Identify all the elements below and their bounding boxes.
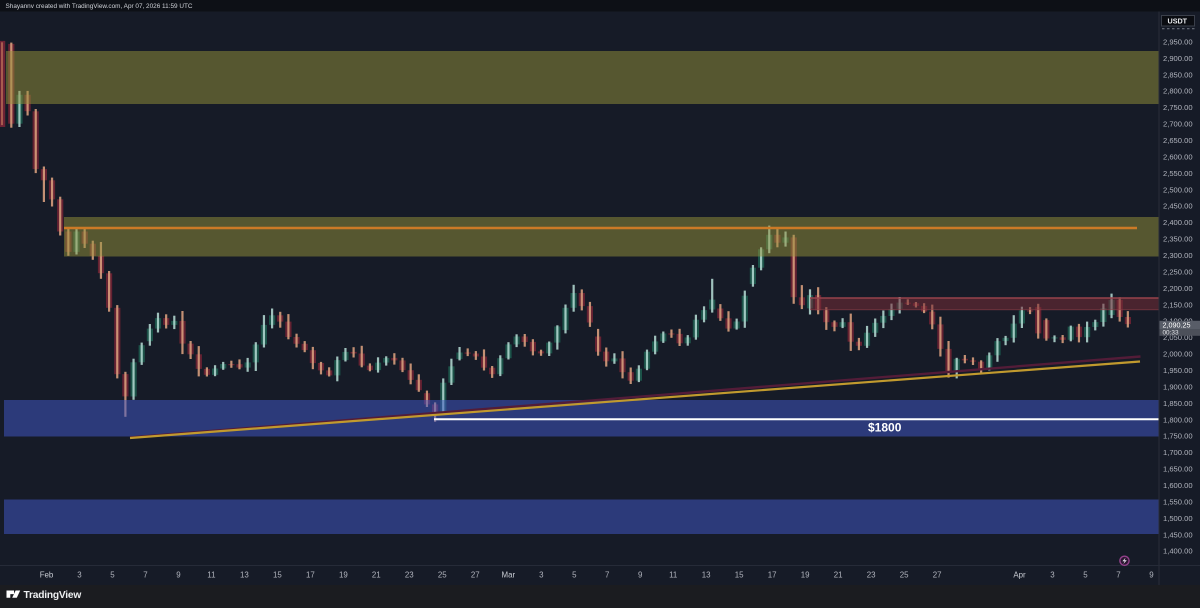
svg-text:9: 9 xyxy=(638,571,643,580)
svg-text:1,650.00: 1,650.00 xyxy=(1163,465,1193,474)
svg-text:5: 5 xyxy=(110,571,115,580)
svg-text:11: 11 xyxy=(207,571,215,580)
svg-text:13: 13 xyxy=(240,571,249,580)
svg-text:Feb: Feb xyxy=(40,571,54,580)
svg-text:2,200.00: 2,200.00 xyxy=(1163,284,1193,293)
svg-text:2,900.00: 2,900.00 xyxy=(1163,54,1193,63)
svg-text:Apr: Apr xyxy=(1013,571,1026,580)
svg-text:15: 15 xyxy=(273,571,282,580)
svg-text:1,500.00: 1,500.00 xyxy=(1163,514,1193,523)
svg-text:1,550.00: 1,550.00 xyxy=(1163,497,1193,506)
svg-text:21: 21 xyxy=(372,571,381,580)
svg-text:2,090.25: 2,090.25 xyxy=(1163,321,1191,330)
svg-text:7: 7 xyxy=(1116,571,1120,580)
svg-text:17: 17 xyxy=(306,571,315,580)
svg-text:1,950.00: 1,950.00 xyxy=(1163,366,1193,375)
svg-text:19: 19 xyxy=(339,571,348,580)
svg-text:27: 27 xyxy=(933,571,942,580)
svg-text:17: 17 xyxy=(768,571,777,580)
svg-text:2,150.00: 2,150.00 xyxy=(1163,300,1193,309)
svg-text:3: 3 xyxy=(77,571,82,580)
svg-text:Mar: Mar xyxy=(502,571,516,580)
svg-text:7: 7 xyxy=(143,571,147,580)
svg-text:21: 21 xyxy=(834,571,843,580)
svg-text:2,800.00: 2,800.00 xyxy=(1163,87,1193,96)
svg-text:2,600.00: 2,600.00 xyxy=(1163,152,1193,161)
svg-text:1,450.00: 1,450.00 xyxy=(1163,530,1193,539)
svg-text:23: 23 xyxy=(867,571,876,580)
svg-text:25: 25 xyxy=(438,571,447,580)
svg-text:1,700.00: 1,700.00 xyxy=(1163,448,1193,457)
svg-text:2,050.00: 2,050.00 xyxy=(1163,333,1193,342)
svg-text:2,000.00: 2,000.00 xyxy=(1163,350,1193,359)
svg-text:TradingView: TradingView xyxy=(24,590,82,601)
svg-text:1,750.00: 1,750.00 xyxy=(1163,432,1193,441)
svg-text:2,550.00: 2,550.00 xyxy=(1163,169,1193,178)
svg-text:5: 5 xyxy=(572,571,577,580)
svg-text:23: 23 xyxy=(405,571,414,580)
svg-text:Shayannv created with TradingV: Shayannv created with TradingView.com, A… xyxy=(6,3,193,10)
svg-text:9: 9 xyxy=(1149,571,1154,580)
svg-text:1,800.00: 1,800.00 xyxy=(1163,415,1193,424)
svg-text:1,900.00: 1,900.00 xyxy=(1163,382,1193,391)
svg-text:USDT: USDT xyxy=(1168,16,1188,25)
svg-text:2,650.00: 2,650.00 xyxy=(1163,136,1193,145)
svg-text:2,400.00: 2,400.00 xyxy=(1163,218,1193,227)
svg-text:9: 9 xyxy=(176,571,181,580)
svg-text:27: 27 xyxy=(471,571,480,580)
svg-text:2,850.00: 2,850.00 xyxy=(1163,70,1193,79)
svg-text:3: 3 xyxy=(539,571,544,580)
svg-text:2,700.00: 2,700.00 xyxy=(1163,120,1193,129)
svg-text:2,250.00: 2,250.00 xyxy=(1163,267,1193,276)
svg-text:2,750.00: 2,750.00 xyxy=(1163,103,1193,112)
svg-text:15: 15 xyxy=(735,571,744,580)
svg-text:5: 5 xyxy=(1083,571,1088,580)
svg-text:7: 7 xyxy=(605,571,609,580)
svg-text:1,850.00: 1,850.00 xyxy=(1163,399,1193,408)
svg-text:1,400.00: 1,400.00 xyxy=(1163,547,1193,556)
svg-text:2,300.00: 2,300.00 xyxy=(1163,251,1193,260)
svg-text:3: 3 xyxy=(1050,571,1055,580)
svg-text:2,450.00: 2,450.00 xyxy=(1163,202,1193,211)
svg-text:2,350.00: 2,350.00 xyxy=(1163,235,1193,244)
svg-text:$1800: $1800 xyxy=(868,421,902,435)
svg-text:25: 25 xyxy=(900,571,909,580)
svg-text:00:33: 00:33 xyxy=(1163,330,1179,337)
svg-text:1,600.00: 1,600.00 xyxy=(1163,481,1193,490)
svg-text:19: 19 xyxy=(801,571,810,580)
svg-text:2,500.00: 2,500.00 xyxy=(1163,185,1193,194)
svg-text:13: 13 xyxy=(702,571,711,580)
svg-text:11: 11 xyxy=(669,571,677,580)
svg-text:2,950.00: 2,950.00 xyxy=(1163,37,1193,46)
